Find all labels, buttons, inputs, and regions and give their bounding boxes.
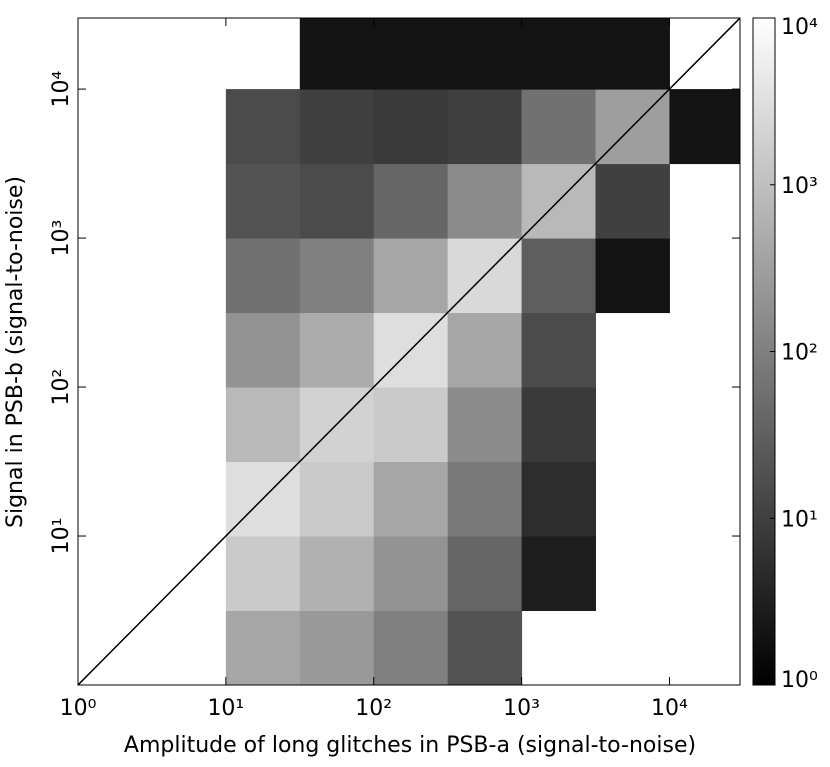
hist-cell: [225, 163, 301, 239]
y-tick-label: 10²: [49, 369, 74, 406]
x-axis-label: Amplitude of long glitches in PSB-a (sig…: [124, 733, 696, 758]
hist-cell: [595, 18, 670, 90]
hist-cell: [447, 387, 523, 463]
colorbar-tick-label: 10³: [781, 174, 818, 199]
hist-cell: [521, 18, 597, 90]
hist-cell: [447, 18, 523, 90]
hist-cell: [595, 238, 670, 314]
hist-cell: [299, 461, 375, 537]
colorbar-tick-label: 10⁴: [781, 15, 818, 40]
hist-cell: [373, 18, 449, 90]
hist-cell: [299, 89, 375, 165]
hist-cell: [669, 89, 740, 165]
hist-cell: [521, 89, 597, 165]
hist-cell: [373, 536, 449, 612]
hist-cell: [447, 312, 523, 388]
hist-cell: [447, 536, 523, 612]
y-tick-label: 10³: [49, 220, 74, 257]
x-tick-label: 10³: [503, 696, 540, 721]
hist-cell: [373, 387, 449, 463]
hist-cell: [373, 89, 449, 165]
x-tick-label: 10²: [355, 696, 392, 721]
hist-cell: [299, 163, 375, 239]
colorbar-tick-label: 10²: [781, 341, 818, 366]
hist-cell: [225, 536, 301, 612]
plot-frame: [77, 17, 741, 686]
hist-cell: [299, 18, 375, 90]
hist-cell: [299, 312, 375, 388]
hist-cell: [521, 387, 597, 463]
hist-cell: [373, 163, 449, 239]
hist-cell: [225, 312, 301, 388]
y-tick-label: 10¹: [49, 518, 74, 555]
hist-cell: [373, 461, 449, 537]
y-axis-label: Signal in PSB-b (signal-to-noise): [3, 176, 28, 528]
diagonal-line: [78, 18, 740, 685]
hist-cell: [299, 238, 375, 314]
hist-cell: [299, 610, 375, 685]
hist-cell: [225, 238, 301, 314]
hist-cell: [447, 89, 523, 165]
hist-cell: [595, 163, 670, 239]
hist-cell: [225, 387, 301, 463]
hist-cell: [521, 238, 597, 314]
hist-cell: [225, 610, 301, 685]
hist-cell: [447, 461, 523, 537]
hist-cell: [447, 610, 523, 685]
hist-cell: [521, 536, 597, 612]
x-tick-label: 10⁰: [60, 696, 97, 721]
hist-cell: [373, 238, 449, 314]
hist-cell: [299, 536, 375, 612]
hist-cell: [521, 461, 597, 537]
y-tick-label: 10⁴: [49, 71, 74, 108]
hist-cell: [447, 163, 523, 239]
x-tick-label: 10⁴: [651, 696, 688, 721]
x-tick-label: 10¹: [207, 696, 244, 721]
colorbar-tick-label: 10⁰: [781, 668, 818, 693]
colorbar-tick-label: 10¹: [781, 507, 818, 532]
hist-cell: [373, 610, 449, 685]
hist-cell: [521, 312, 597, 388]
hist-cell: [225, 89, 301, 165]
heatmap: [78, 18, 740, 685]
